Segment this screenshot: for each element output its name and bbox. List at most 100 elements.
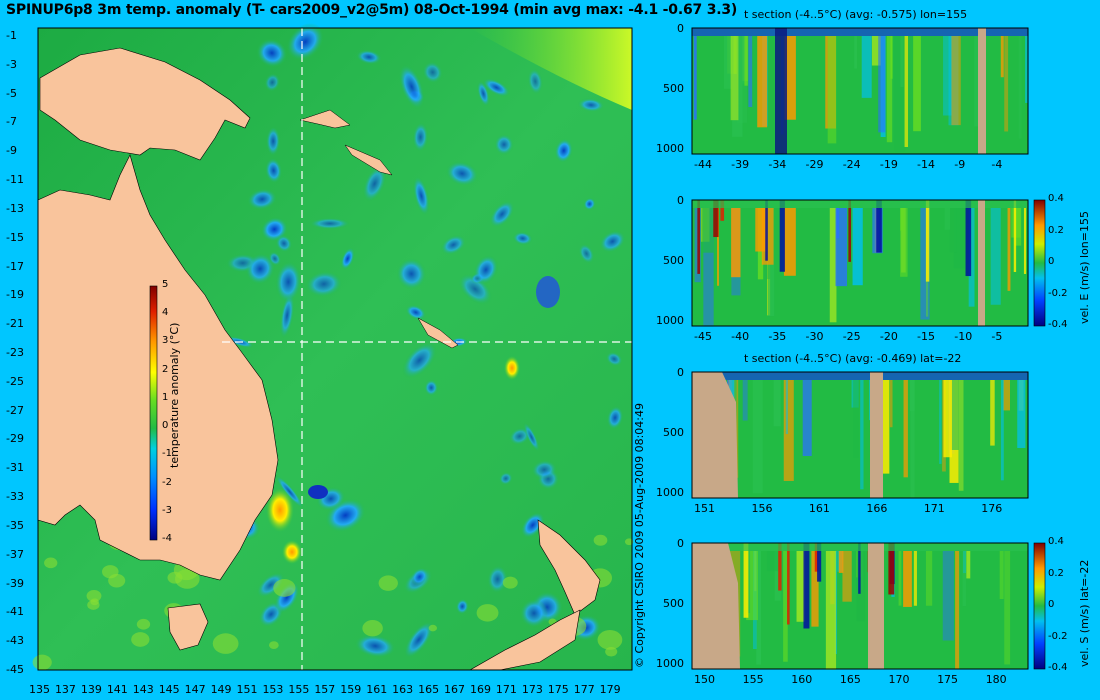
velocity-streak — [858, 543, 861, 594]
land-new-caledonia — [417, 317, 459, 349]
warm-eddy — [504, 356, 520, 380]
cold-eddy — [413, 176, 430, 216]
section-streak — [757, 36, 768, 128]
velocity-colorbar-tick: -0.2 — [1048, 630, 1068, 642]
colorbar-tick: 4 — [162, 307, 169, 319]
panel-x-tick: -29 — [805, 158, 824, 171]
colorbar-tick: -4 — [162, 533, 172, 544]
map-frame — [37, 27, 633, 671]
warm-eddy — [266, 488, 294, 532]
section-streak — [755, 208, 767, 252]
velocity-colorbar-tick: -0.4 — [1048, 319, 1068, 330]
cold-eddy — [362, 165, 387, 202]
section-streak — [894, 36, 906, 152]
land-mask — [870, 372, 883, 498]
map-y-tick: -23 — [6, 346, 24, 359]
section-streak — [913, 551, 917, 606]
velocity-streak — [697, 200, 701, 274]
cold-eddy — [509, 427, 531, 446]
panel-x-tick: 170 — [888, 673, 910, 686]
colorbar-tick: 1 — [162, 391, 169, 403]
warm-spot — [90, 598, 99, 606]
section-streak — [835, 208, 848, 287]
panel-y-tick: 0 — [677, 366, 684, 379]
map-y-tick: -33 — [6, 490, 24, 504]
section-streak — [877, 380, 890, 474]
colorbar-tick: 5 — [162, 279, 169, 290]
section-streak — [951, 36, 961, 126]
map-y-tick: -43 — [6, 634, 24, 648]
panel-y-tick: 500 — [663, 254, 684, 267]
warm-spot — [269, 641, 279, 649]
section-streak — [903, 551, 912, 607]
map-x-tick: 147 — [184, 683, 206, 696]
warm-spot — [212, 633, 239, 654]
velocity-streak — [803, 543, 810, 629]
section-panel-4 — [691, 542, 1046, 670]
map-y-tick: -9 — [6, 144, 17, 158]
section-panel-1 — [691, 27, 1029, 155]
panel-y-tick: 500 — [663, 426, 684, 439]
map-x-tick: 151 — [236, 683, 258, 696]
cold-eddy — [247, 188, 277, 210]
section-streak — [742, 380, 748, 421]
map-x-tick: 137 — [54, 683, 76, 696]
warm-spot — [378, 575, 398, 591]
panel-x-tick: 156 — [751, 502, 773, 515]
section-streak — [829, 208, 837, 323]
map-y-tick: -5 — [6, 86, 17, 100]
cold-eddy — [440, 234, 466, 255]
map-y-tick: -29 — [6, 432, 24, 446]
map-x-tick: 177 — [573, 683, 595, 696]
cold-eddy — [577, 98, 605, 112]
section-streak — [898, 551, 902, 606]
section-streak — [802, 380, 812, 456]
section-streak — [990, 380, 995, 446]
land-mask — [692, 372, 738, 498]
panel-x-tick: 175 — [937, 673, 959, 686]
map-x-tick: 179 — [599, 683, 621, 696]
section-streak — [925, 551, 933, 606]
section-streak — [741, 36, 746, 84]
map-x-tick: 169 — [469, 683, 491, 696]
panel-frame — [691, 371, 1029, 499]
map-x-tick: 153 — [262, 683, 284, 696]
panel-x-tick: -39 — [731, 158, 750, 171]
cold-eddy — [354, 634, 396, 658]
panel-y-tick: 1000 — [656, 657, 684, 670]
velocity-colorbar-tick: 0 — [1048, 599, 1055, 610]
section-streak — [827, 36, 837, 144]
map-y-tick: -41 — [6, 605, 24, 619]
cold-eddy — [512, 231, 533, 245]
velocity-streak — [925, 200, 930, 282]
warm-spot — [362, 620, 383, 637]
map-y-tick: -45 — [6, 663, 24, 676]
colorbar-tick: -3 — [162, 504, 172, 516]
section-streak — [825, 551, 837, 670]
section-streak — [920, 208, 930, 320]
section-streak — [990, 208, 1001, 305]
cold-eddy — [412, 122, 429, 152]
section-streak — [968, 208, 975, 307]
panel-x-tick: -40 — [731, 330, 750, 343]
panel-background — [692, 28, 1028, 154]
section-streak — [889, 380, 893, 428]
warm-spot — [32, 654, 52, 670]
cold-eddy — [583, 197, 596, 211]
panel-x-tick: 151 — [694, 502, 715, 515]
map — [32, 23, 634, 671]
section-streak — [900, 208, 908, 277]
warm-region — [470, 28, 632, 110]
cold-eddy — [487, 565, 508, 594]
section-streak — [900, 36, 904, 88]
cold-eddy — [309, 217, 351, 230]
cold-eddy — [422, 61, 443, 84]
velocity-colorbar — [1033, 542, 1046, 670]
warm-spot — [502, 576, 518, 589]
colorbar-tick: 0 — [162, 420, 169, 432]
section-streak — [1000, 380, 1004, 481]
velocity-streak — [876, 200, 882, 253]
surface-layer — [692, 372, 1028, 380]
section-streak — [1000, 36, 1004, 78]
